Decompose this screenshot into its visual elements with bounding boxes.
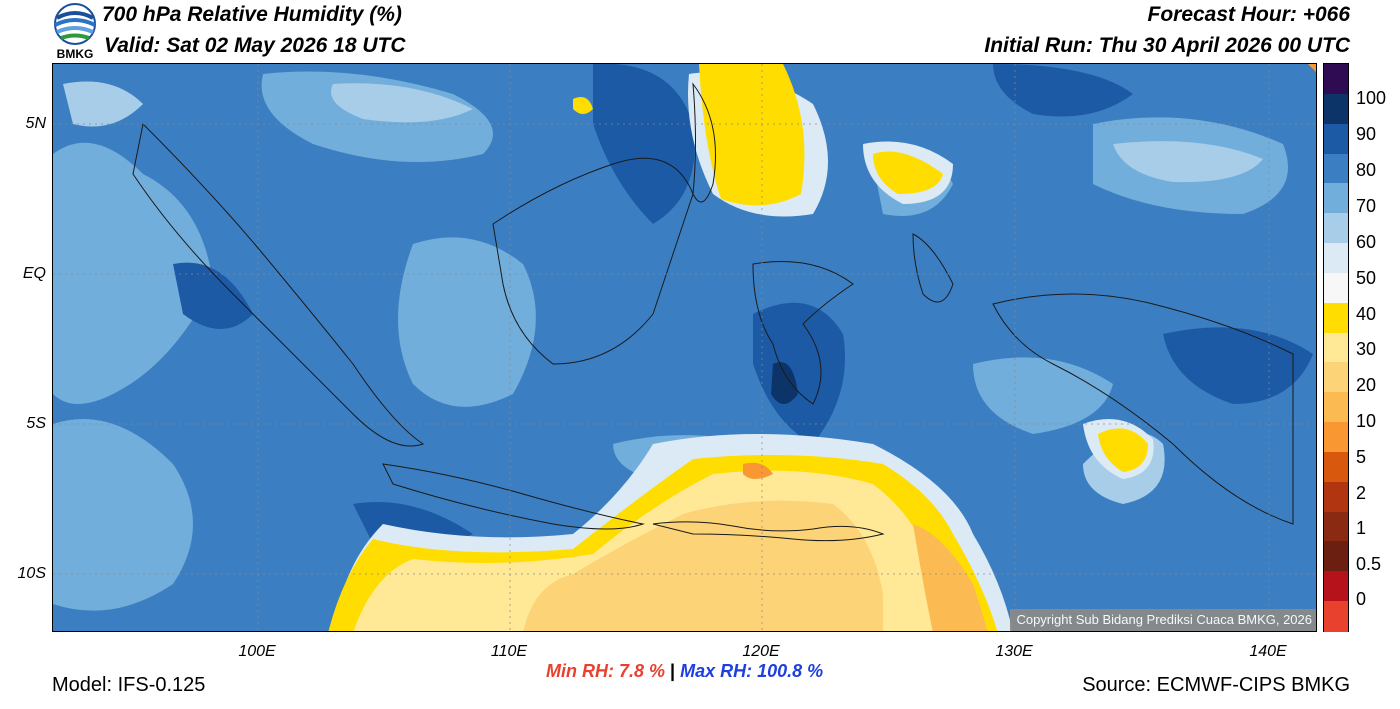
lon-label-130e: 130E [995, 643, 1033, 660]
colorbar-segment [1324, 123, 1348, 155]
model-name: Model: IFS-0.125 [52, 674, 206, 696]
initial-run: Initial Run: Thu 30 April 2026 00 UTC [984, 34, 1350, 57]
colorbar-segment [1324, 183, 1348, 215]
min-max-separator: | [670, 661, 676, 681]
min-rh-label: Min RH: [546, 661, 614, 681]
lat-label-5n: 5N [25, 115, 46, 132]
lon-label-100e: 100E [238, 643, 276, 660]
colorbar-label: 0.5 [1356, 554, 1382, 574]
colorbar-segment [1324, 272, 1348, 304]
colorbar-label: 1 [1356, 518, 1367, 538]
forecast-hour: Forecast Hour: +066 [1147, 3, 1351, 26]
copyright-notice: Copyright Sub Bidang Prediksi Cuaca BMKG… [1010, 609, 1316, 631]
colorbar-segment [1324, 601, 1348, 633]
lon-label-110e: 110E [490, 643, 528, 660]
colorbar-segment [1324, 213, 1348, 245]
svg-text:BMKG: BMKG [57, 47, 94, 60]
colorbar-segment [1324, 451, 1348, 483]
data-source: Source: ECMWF-CIPS BMKG [1082, 674, 1350, 696]
colorbar-segment [1324, 541, 1348, 573]
humidity-map[interactable]: Copyright Sub Bidang Prediksi Cuaca BMKG… [52, 63, 1317, 632]
bmkg-logo: BMKG [52, 2, 98, 61]
colorbar-label: 30 [1356, 339, 1377, 359]
colorbar-label: 90 [1356, 124, 1377, 144]
lat-label-5s: 5S [26, 415, 46, 432]
colorbar-segment [1324, 243, 1348, 275]
valid-time: Valid: Sat 02 May 2026 18 UTC [104, 34, 406, 57]
lat-label-eq: EQ [22, 265, 46, 282]
colorbar-label: 5 [1356, 447, 1367, 467]
rh-min-max: Min RH: 7.8 % | Max RH: 100.8 % [546, 662, 823, 680]
colorbar-label: 80 [1356, 160, 1377, 180]
colorbar-label: 2 [1356, 483, 1367, 503]
min-rh-value: 7.8 % [619, 661, 666, 681]
colorbar-segment [1324, 481, 1348, 513]
colorbar-segment [1324, 392, 1348, 424]
lat-label-10s: 10S [17, 565, 46, 582]
colorbar-label: 100 [1356, 88, 1387, 108]
colorbar-segment [1324, 332, 1348, 364]
colorbar-segment [1324, 362, 1348, 394]
colorbar-label: 10 [1356, 411, 1377, 431]
chart-title: 700 hPa Relative Humidity (%) [102, 3, 402, 26]
colorbar-label: 60 [1356, 232, 1377, 252]
lon-label-140e: 140E [1249, 643, 1287, 660]
colorbar [1323, 63, 1349, 633]
colorbar-segment [1324, 571, 1348, 603]
max-rh-label: Max RH: [680, 661, 753, 681]
colorbar-label: 70 [1356, 196, 1377, 216]
colorbar-label: 50 [1356, 268, 1377, 288]
lon-label-120e: 120E [742, 643, 780, 660]
colorbar-segment [1324, 64, 1348, 95]
colorbar-segment [1324, 302, 1348, 334]
max-rh-value: 100.8 % [757, 661, 824, 681]
colorbar-label: 20 [1356, 375, 1377, 395]
colorbar-segment [1324, 93, 1348, 125]
colorbar-segment [1324, 422, 1348, 454]
colorbar-label: 0 [1356, 589, 1367, 609]
colorbar-segment [1324, 153, 1348, 185]
colorbar-segment [1324, 511, 1348, 543]
humidity-field [53, 64, 1316, 631]
colorbar-label: 40 [1356, 304, 1377, 324]
